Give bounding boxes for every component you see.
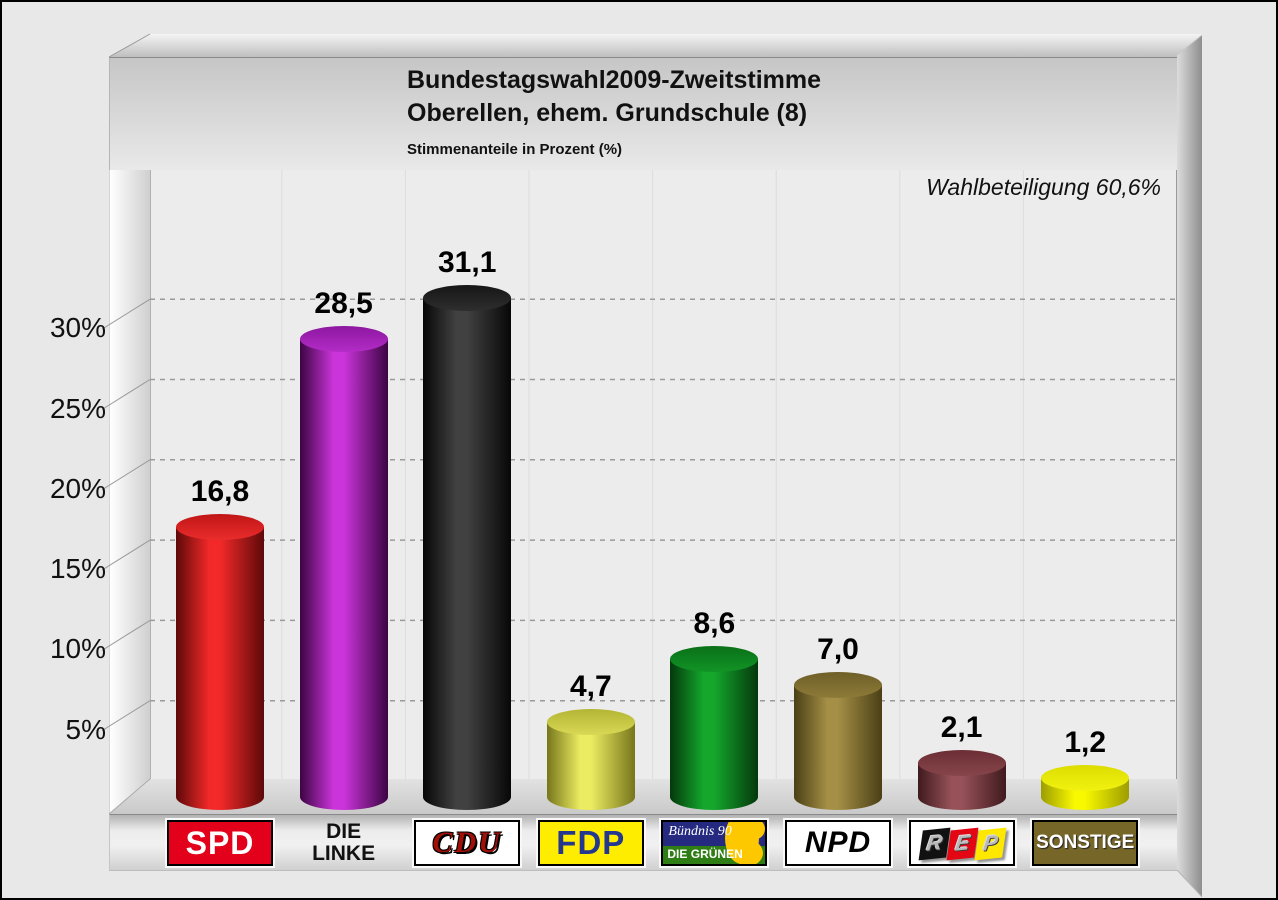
- sunflower-icon: [741, 822, 766, 840]
- value-label-linke: 28,5: [314, 287, 373, 321]
- legend-linke-line2: LINKE: [312, 842, 376, 865]
- y-tick-label-15: 15%: [49, 553, 106, 585]
- rep-letter-p: P: [981, 831, 999, 856]
- legend-sonstige-label: SONSTIGE: [1036, 832, 1135, 853]
- bar-npd: [794, 684, 882, 797]
- value-label-spd: 16,8: [190, 475, 250, 509]
- value-label-gruene: 8,6: [693, 606, 736, 640]
- bar-npd-top-cap: [794, 671, 882, 698]
- rep-tile-e: E: [946, 827, 979, 861]
- rep-tile-p: P: [974, 827, 1007, 861]
- y-tick-label-20: 20%: [49, 472, 106, 504]
- bar-rep-top-cap: [917, 750, 1006, 777]
- bar-spd-top-cap: [176, 514, 264, 541]
- bar-linke-top-cap: [299, 326, 388, 353]
- bar-cdu: [423, 297, 512, 797]
- value-label-sonstige: 1,2: [1064, 725, 1107, 759]
- legend-spd-label: SPD: [185, 824, 255, 861]
- rep-tile-r: R: [918, 827, 951, 861]
- legend-spd: SPD: [167, 820, 273, 866]
- bar-sonstige-top-cap: [1041, 764, 1130, 791]
- chart-title-line2: Oberellen, ehem. Grundschule (8): [407, 99, 808, 127]
- legend-gruene-logo: Bündnis 90 DIE GRÜNEN: [663, 822, 766, 864]
- legend-fdp-label: FDP: [556, 824, 626, 861]
- bar-spd: [176, 527, 264, 797]
- frame-left-wall: [109, 170, 150, 814]
- legend-fdp: FDP: [537, 820, 644, 866]
- chart-title-line1: Bundestagswahl2009-Zweitstimme: [407, 66, 822, 94]
- legend-npd: NPD: [785, 820, 891, 866]
- y-tick-label-25: 25%: [49, 392, 106, 424]
- bar-cdu-top-cap: [423, 284, 512, 311]
- y-tick-label-10: 10%: [49, 633, 106, 665]
- frame-top-face: [109, 34, 1203, 57]
- rep-letter-e: E: [953, 831, 971, 856]
- frame-right-wall: [1177, 35, 1202, 897]
- legend-linke: DIE LINKE: [291, 820, 397, 866]
- legend-sonstige: SONSTIGE: [1032, 820, 1139, 866]
- legend-npd-label: NPD: [804, 826, 872, 859]
- value-label-cdu: 31,1: [437, 245, 497, 279]
- bar-linke: [299, 339, 388, 797]
- legend-gruene-line1: Bündnis 90: [668, 824, 732, 839]
- rep-letter-r: R: [924, 831, 944, 856]
- legend-gruene: Bündnis 90 DIE GRÜNEN: [661, 820, 768, 866]
- y-tick-label-30: 30%: [49, 312, 106, 344]
- legend-linke-line1: DIE: [326, 820, 362, 843]
- value-label-fdp: 4,7: [569, 669, 612, 703]
- legend-cdu: CDU: [414, 820, 521, 866]
- bar-fdp-top-cap: [546, 708, 635, 735]
- legend-cdu-label: CDU: [432, 826, 502, 859]
- legend-gruene-line2: DIE GRÜNEN: [667, 847, 743, 861]
- turnout-label: Wahlbeteiligung 60,6%: [926, 174, 1161, 200]
- bar-gruene: [670, 658, 759, 797]
- value-label-rep: 2,1: [940, 711, 983, 745]
- sunflower-icon: [733, 840, 764, 864]
- value-label-npd: 7,0: [817, 632, 859, 666]
- y-tick-label-5: 5%: [65, 713, 106, 745]
- bar-gruene-top-cap: [670, 645, 759, 672]
- chart-subtitle: Stimmenanteile in Prozent (%): [407, 141, 623, 158]
- plot-floor: [109, 779, 1177, 814]
- chart-title-block: Bundestagswahl2009-Zweitstimme Oberellen…: [407, 64, 821, 158]
- title-band: [109, 57, 1177, 170]
